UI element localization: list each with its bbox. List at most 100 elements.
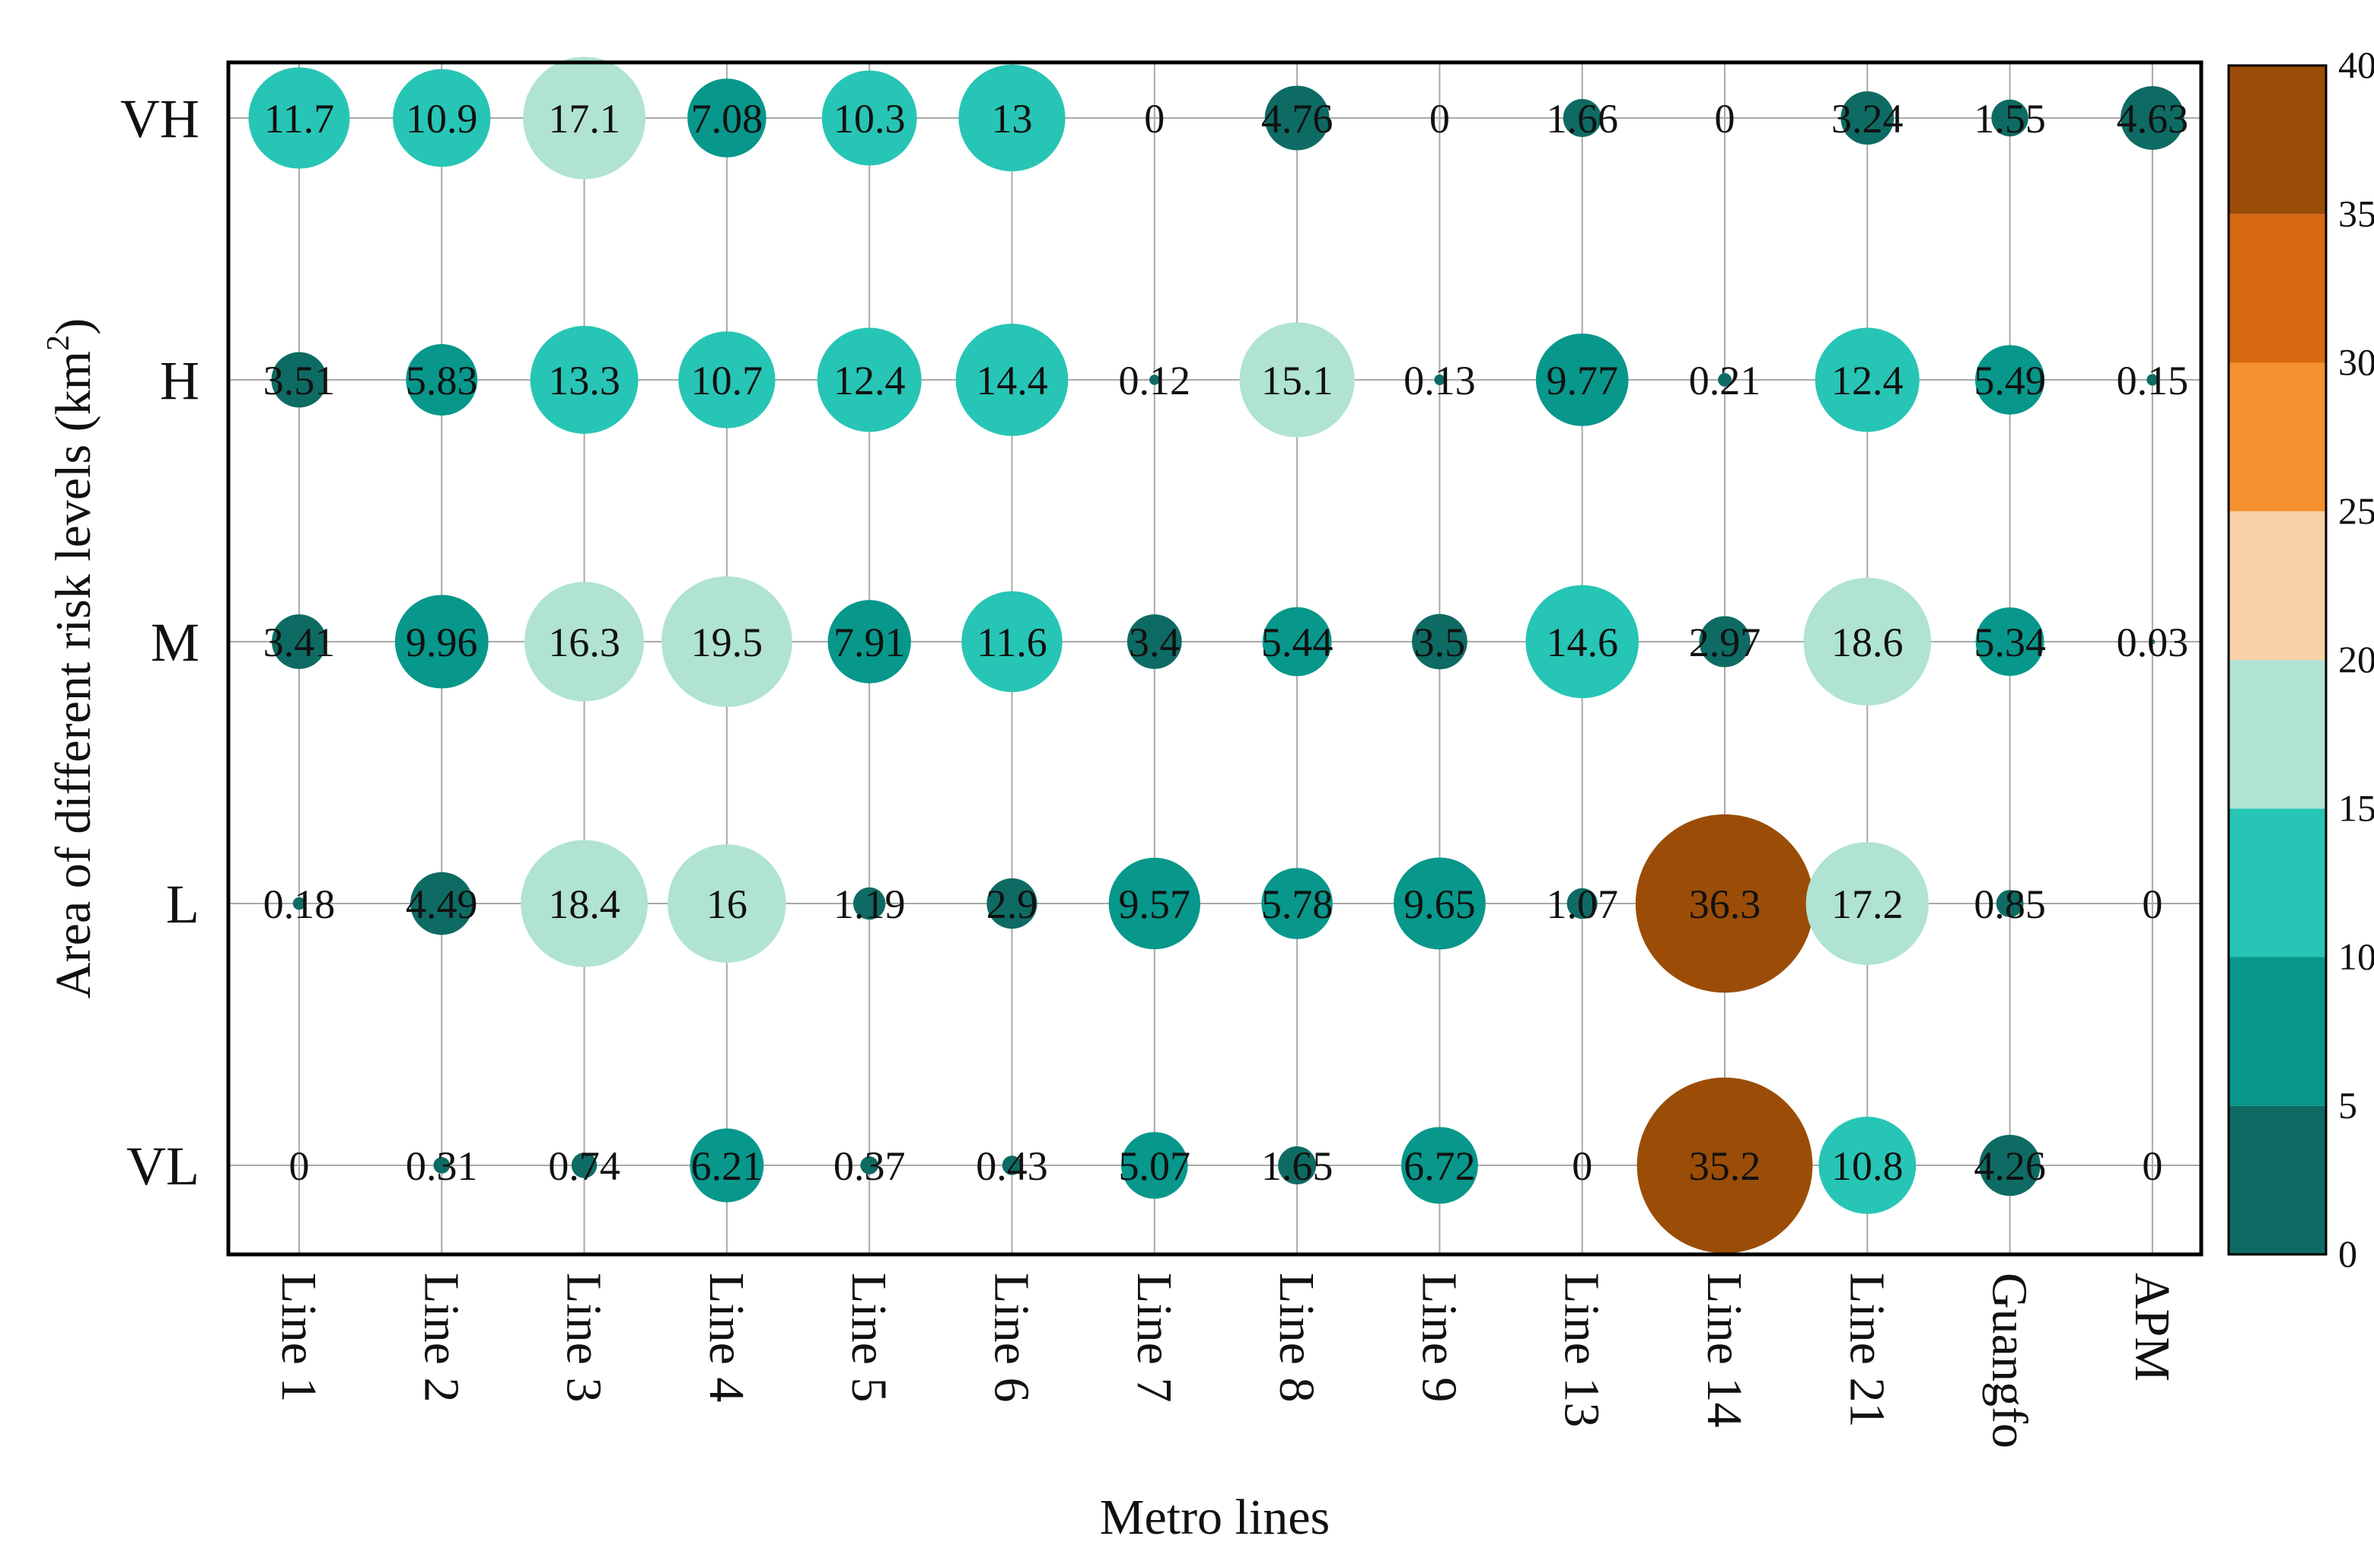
bubble	[1535, 333, 1629, 426]
value-label: 0	[1572, 1143, 1592, 1189]
x-tick-labels: Line 1 Line 2 Line 3 Line 4 Line 5 Line 6 Line…	[271, 1273, 2180, 1448]
bubble	[986, 878, 1037, 929]
x-tick-label: APM	[2124, 1273, 2180, 1382]
value-label: 5.78	[1261, 881, 1334, 927]
value-label: 1.55	[1974, 96, 2046, 142]
colorbar-bins	[2229, 65, 2326, 1254]
colorbar-bin	[2229, 511, 2326, 660]
bubble	[1149, 374, 1160, 385]
x-tick-label: Line 6	[984, 1273, 1040, 1402]
value-label: 2.97	[1689, 620, 1761, 665]
value-label: 18.6	[1831, 620, 1904, 665]
y-tick-label: VL	[126, 1136, 199, 1197]
bubble	[1991, 99, 2028, 137]
bubble	[1278, 1146, 1317, 1184]
colorbar-bin	[2229, 65, 2326, 215]
bubble	[668, 844, 786, 963]
bubble	[1803, 578, 1932, 706]
colorbar-tick-label: 15	[2338, 786, 2374, 829]
value-label: 6.21	[691, 1143, 763, 1189]
value-label: 0.85	[1974, 881, 2046, 927]
y-axis-title-main: Area of different risk levels (km	[46, 351, 101, 999]
value-label: 0.18	[263, 881, 336, 927]
colorbar-bin	[2229, 957, 2326, 1106]
value-label: 18.4	[548, 881, 620, 927]
value-label: 3.24	[1831, 96, 1904, 142]
value-label: 19.5	[691, 620, 763, 665]
x-tick-label: Line 7	[1126, 1273, 1182, 1402]
value-label: 6.72	[1404, 1143, 1476, 1189]
value-label: 0.74	[548, 1143, 620, 1189]
x-axis-title: Metro lines	[1100, 1490, 1330, 1545]
bubble	[1261, 868, 1333, 939]
bubble	[1126, 614, 1182, 669]
value-label: 7.08	[691, 96, 763, 142]
value-label: 11.7	[264, 96, 335, 142]
value-label: 0.03	[2117, 620, 2189, 665]
value-label: 3.41	[263, 620, 336, 665]
value-label: 35.2	[1689, 1143, 1761, 1189]
value-label: 1.19	[833, 881, 906, 927]
colorbar-tick-label: 0	[2338, 1232, 2357, 1275]
bubble	[272, 614, 327, 669]
y-tick-labels: VH H M L VL	[120, 88, 199, 1197]
bubble	[1815, 327, 1920, 432]
bubble	[1818, 1117, 1917, 1214]
value-label: 4.63	[2117, 96, 2189, 142]
value-label: 9.96	[406, 620, 478, 665]
value-label: 0	[2142, 881, 2162, 927]
value-label: 0.21	[1689, 358, 1761, 403]
x-tick-label: Line 8	[1269, 1273, 1324, 1402]
bubble	[2146, 374, 2159, 386]
value-label: 16	[706, 881, 747, 927]
bubble	[292, 897, 306, 910]
colorbar-tick-label: 20	[2338, 638, 2374, 680]
bubble	[406, 344, 478, 416]
value-label: 12.4	[1831, 358, 1904, 403]
value-label: 0	[1144, 96, 1165, 142]
value-label: 0	[1715, 96, 1735, 142]
bubble	[1840, 91, 1894, 145]
y-axis-title-superscript: 2	[41, 335, 76, 351]
bubble	[821, 70, 917, 166]
value-label: 3.51	[263, 358, 336, 403]
bubble	[410, 872, 473, 935]
bubble	[530, 326, 639, 434]
x-tick-label: Line 3	[556, 1273, 612, 1402]
value-label: 10.7	[691, 358, 763, 403]
bubble	[1636, 1077, 1813, 1254]
value-label: 11.6	[977, 620, 1047, 665]
value-label: 1.66	[1546, 96, 1618, 142]
colorbar-tick-label: 10	[2338, 935, 2374, 978]
bubble	[827, 600, 911, 684]
value-label: 7.91	[833, 620, 906, 665]
bubble	[571, 1152, 597, 1178]
bubble	[860, 1156, 879, 1174]
value-label: 9.57	[1119, 881, 1191, 927]
value-label: 17.1	[548, 96, 620, 142]
bubble	[1996, 890, 2024, 917]
value-label: 16.3	[548, 620, 620, 665]
bubble	[523, 56, 646, 180]
colorbar-tick-label: 25	[2338, 489, 2374, 532]
colorbar-tick-label: 40	[2338, 43, 2374, 86]
value-labels: 11.7 10.9 17.1 7.08 10.3 13 0 4.76 0 1.66 0 3.24 1.5…	[263, 96, 2188, 1189]
x-tick-label: Line 2	[413, 1273, 469, 1402]
bubble	[1002, 1155, 1022, 1175]
value-label: 0.37	[833, 1143, 906, 1189]
x-tick-label: Line 5	[841, 1273, 897, 1402]
value-label: 17.2	[1831, 881, 1904, 927]
value-label: 1.07	[1546, 881, 1618, 927]
bubble	[1264, 85, 1330, 151]
bubble	[1262, 607, 1332, 677]
colorbar-bin	[2229, 362, 2326, 512]
y-tick-label: H	[160, 350, 199, 411]
bubbles	[248, 56, 2184, 1254]
value-label: 0	[1429, 96, 1450, 142]
bubble	[1434, 374, 1445, 386]
x-tick-label: Line 14	[1697, 1273, 1752, 1427]
bubble	[661, 576, 792, 707]
colorbar: 0 5 10 15 20 25 30 35 40	[2227, 43, 2374, 1275]
value-label: 5.07	[1119, 1143, 1191, 1189]
